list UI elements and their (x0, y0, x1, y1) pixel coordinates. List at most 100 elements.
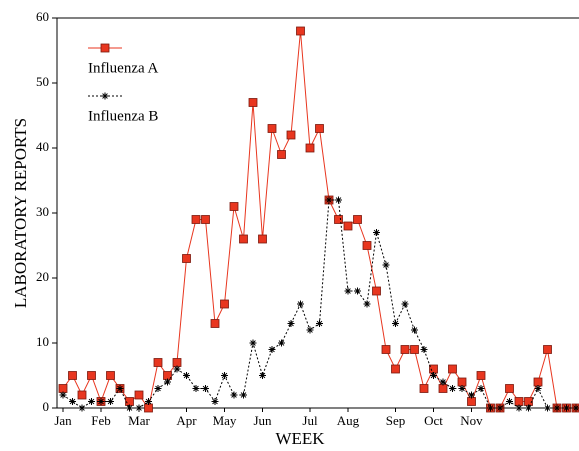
y-tick-label: 0 (43, 399, 50, 414)
point (476, 371, 486, 380)
x-tick-label: Aug (337, 413, 360, 428)
point (210, 319, 220, 328)
point (572, 404, 579, 412)
point (353, 215, 362, 224)
point (410, 345, 419, 354)
point (533, 377, 543, 387)
x-tick-label: Nov (460, 413, 483, 428)
y-tick-label: 10 (36, 334, 49, 349)
point (192, 385, 200, 392)
point (221, 372, 228, 379)
point (154, 385, 162, 392)
point (430, 372, 437, 379)
x-tick-label: Apr (176, 413, 197, 428)
series-line (62, 30, 576, 410)
point (259, 372, 266, 379)
legend-label: Influenza A (88, 60, 159, 76)
point (468, 391, 475, 399)
point (458, 385, 466, 392)
point (296, 26, 305, 36)
point (106, 371, 115, 380)
point (268, 346, 276, 353)
point (382, 261, 390, 269)
point (144, 403, 153, 413)
point (201, 215, 210, 224)
point (240, 391, 247, 399)
point (315, 124, 324, 133)
point (506, 398, 513, 405)
point (153, 358, 163, 367)
point (211, 398, 219, 405)
point (344, 287, 352, 295)
point (496, 404, 504, 412)
point (391, 364, 400, 374)
point (563, 404, 570, 412)
point (400, 345, 410, 354)
point (220, 299, 229, 309)
point (325, 196, 333, 204)
point (457, 377, 467, 387)
point (534, 385, 542, 392)
x-axis-label: WEEK (275, 429, 325, 448)
x-tick-label: Mar (128, 413, 150, 428)
point (239, 234, 248, 244)
x-tick-label: May (213, 413, 237, 428)
point (278, 339, 285, 347)
y-tick-label: 40 (36, 139, 49, 154)
point (392, 320, 399, 327)
point (306, 326, 314, 334)
y-tick-label: 50 (36, 74, 49, 89)
point (514, 397, 524, 406)
point (107, 398, 114, 405)
point (372, 286, 381, 296)
x-tick-label: Feb (91, 413, 111, 428)
y-tick-label: 20 (36, 269, 49, 284)
point (505, 384, 514, 393)
point (543, 345, 552, 354)
point (126, 404, 133, 412)
point (477, 385, 485, 392)
point (116, 385, 124, 392)
point (59, 391, 67, 399)
point (183, 372, 190, 379)
point (334, 215, 343, 224)
point (286, 130, 296, 140)
point (363, 300, 371, 308)
point (164, 378, 171, 386)
y-tick-label: 30 (36, 204, 49, 219)
point (362, 241, 372, 250)
point (515, 404, 523, 412)
point (449, 385, 456, 392)
x-tick-label: Oct (424, 413, 443, 428)
point (87, 371, 96, 380)
point (287, 320, 295, 327)
point (68, 371, 77, 380)
point (97, 398, 105, 405)
point (135, 404, 143, 412)
point (401, 300, 409, 308)
point (230, 391, 238, 399)
point (88, 398, 95, 405)
x-tick-label: Jan (54, 413, 72, 428)
point (487, 404, 494, 412)
point (439, 378, 447, 386)
legend-marker (101, 92, 109, 100)
point (297, 300, 304, 308)
point (448, 364, 457, 374)
point (420, 346, 428, 353)
point (173, 365, 181, 373)
series-line (62, 199, 576, 409)
point (335, 196, 342, 204)
point (419, 384, 429, 393)
point (544, 404, 551, 412)
point (467, 397, 476, 406)
y-tick-label: 60 (36, 9, 49, 24)
legend-label: Influenza B (88, 108, 158, 124)
y-axis-label: LABORATORY REPORTS (11, 118, 30, 308)
point (191, 215, 201, 224)
point (277, 150, 286, 159)
point (78, 404, 86, 412)
point (229, 202, 239, 211)
point (258, 234, 267, 244)
point (553, 404, 561, 412)
